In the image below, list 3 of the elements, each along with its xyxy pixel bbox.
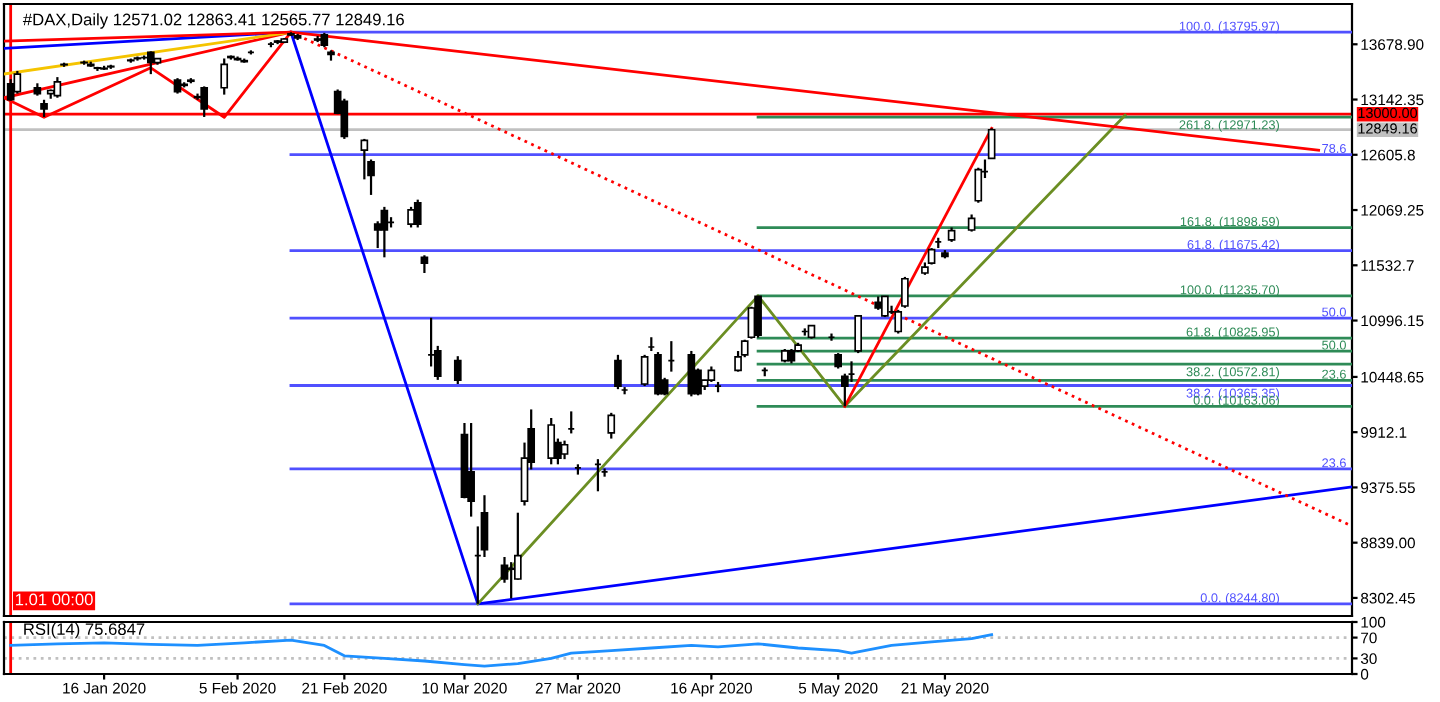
text: #DAX,Daily 12571.02 12863.41 12565.77 12849.16: [22, 13, 404, 29]
chart-title: RSI(14) 75.6847: [24, 622, 145, 639]
ref-line-label: 1.01 00:00: [15, 593, 93, 606]
